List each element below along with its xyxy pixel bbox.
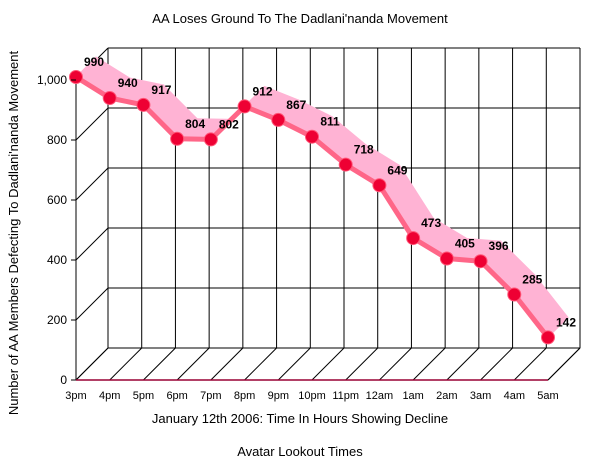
x-tick-label: 8pm [234,390,255,402]
data-point [237,99,252,114]
x-tick-label: 6pm [166,390,187,402]
x-tick-label: 7pm [200,390,221,402]
data-point [541,330,555,345]
x-tick-label: 9pm [268,390,289,402]
x-axis-ticks: 3pm 4pm 5pm 6pm 7pm 8pm 9pm 10pm 11pm 12am 1am 2am 3… [65,390,558,402]
data-label: 649 [387,163,407,177]
data-label: 867 [286,98,306,112]
chart-title: AA Loses Ground To The Dadlani'nanda Mov… [152,11,448,26]
floor-edge [547,347,581,381]
gridline-floor [109,347,143,381]
x-tick-label: 5am [537,390,558,402]
x-tick-label: 4pm [99,390,120,402]
data-markers [69,70,555,345]
data-label: 802 [219,117,239,131]
gridline-side [75,107,109,141]
data-label: 990 [84,55,104,69]
gridline-floor [143,347,176,381]
y-tick-label: 0 [60,373,67,387]
data-point [406,231,421,246]
data-label: 940 [118,76,138,90]
y-tick-label: 1,000 [37,73,67,87]
data-label: 718 [354,143,374,157]
data-labels: 990 940 917 804 802 912 867 811 718 649 473 405 396 2… [84,55,576,329]
data-point [473,254,488,269]
x-tick-label: 3pm [65,390,86,402]
data-point [203,132,218,147]
data-label: 473 [421,216,441,230]
y-tick-label: 800 [47,133,67,147]
y-tick-label: 200 [47,313,67,327]
data-label: 811 [320,115,340,129]
gridline-floor [513,347,547,381]
bottom-caption: Avatar Lookout Times [237,444,363,459]
data-point [136,97,151,112]
gridline-floor [412,347,446,381]
data-label: 912 [253,84,273,98]
data-label: 917 [151,83,171,97]
gridline-floor [176,347,210,381]
data-point [305,129,319,144]
data-point [338,157,353,172]
x-axis-label: January 12th 2006: Time In Hours Showing… [152,411,448,426]
y-tick-label: 600 [47,193,67,207]
x-tick-label: 3am [470,390,491,402]
x-tick-label: 4am [504,390,525,402]
data-label: 285 [522,273,542,287]
x-tick-label: 1am [402,390,423,402]
x-tick-label: 2am [436,390,457,402]
gridline-floor [210,347,244,381]
data-point [170,131,185,146]
gridline-floor [277,347,311,381]
data-point [102,91,117,105]
gridline-floor [480,347,513,381]
gridline-floor [311,347,345,381]
x-tick-label: 11pm [332,390,359,402]
y-axis-ticks: 0 200 400 600 800 1,000 [37,73,76,387]
gridline-side [75,227,109,261]
data-label: 142 [556,315,576,329]
gridline-floor [379,347,412,381]
gridline-side [75,167,109,201]
data-label: 396 [489,239,509,253]
y-axis-label: Number of AA Members Defecting To Dadlan… [6,50,21,415]
y-tick-label: 400 [47,253,67,267]
data-label: 804 [185,117,205,131]
gridline-floor [244,347,277,381]
data-point [439,251,454,266]
x-tick-label: 10pm [298,390,326,402]
data-point [69,70,83,84]
x-tick-label: 5pm [133,390,154,402]
data-point [372,178,387,193]
gridline-floor [446,347,480,381]
x-tick-label: 12am [366,390,394,402]
series-ribbon [75,56,569,339]
gridline-floor [75,347,109,381]
data-point [507,287,522,302]
gridline-floor [345,347,379,381]
data-point [271,112,286,127]
data-label: 405 [455,237,475,251]
gridline-side [75,287,109,321]
